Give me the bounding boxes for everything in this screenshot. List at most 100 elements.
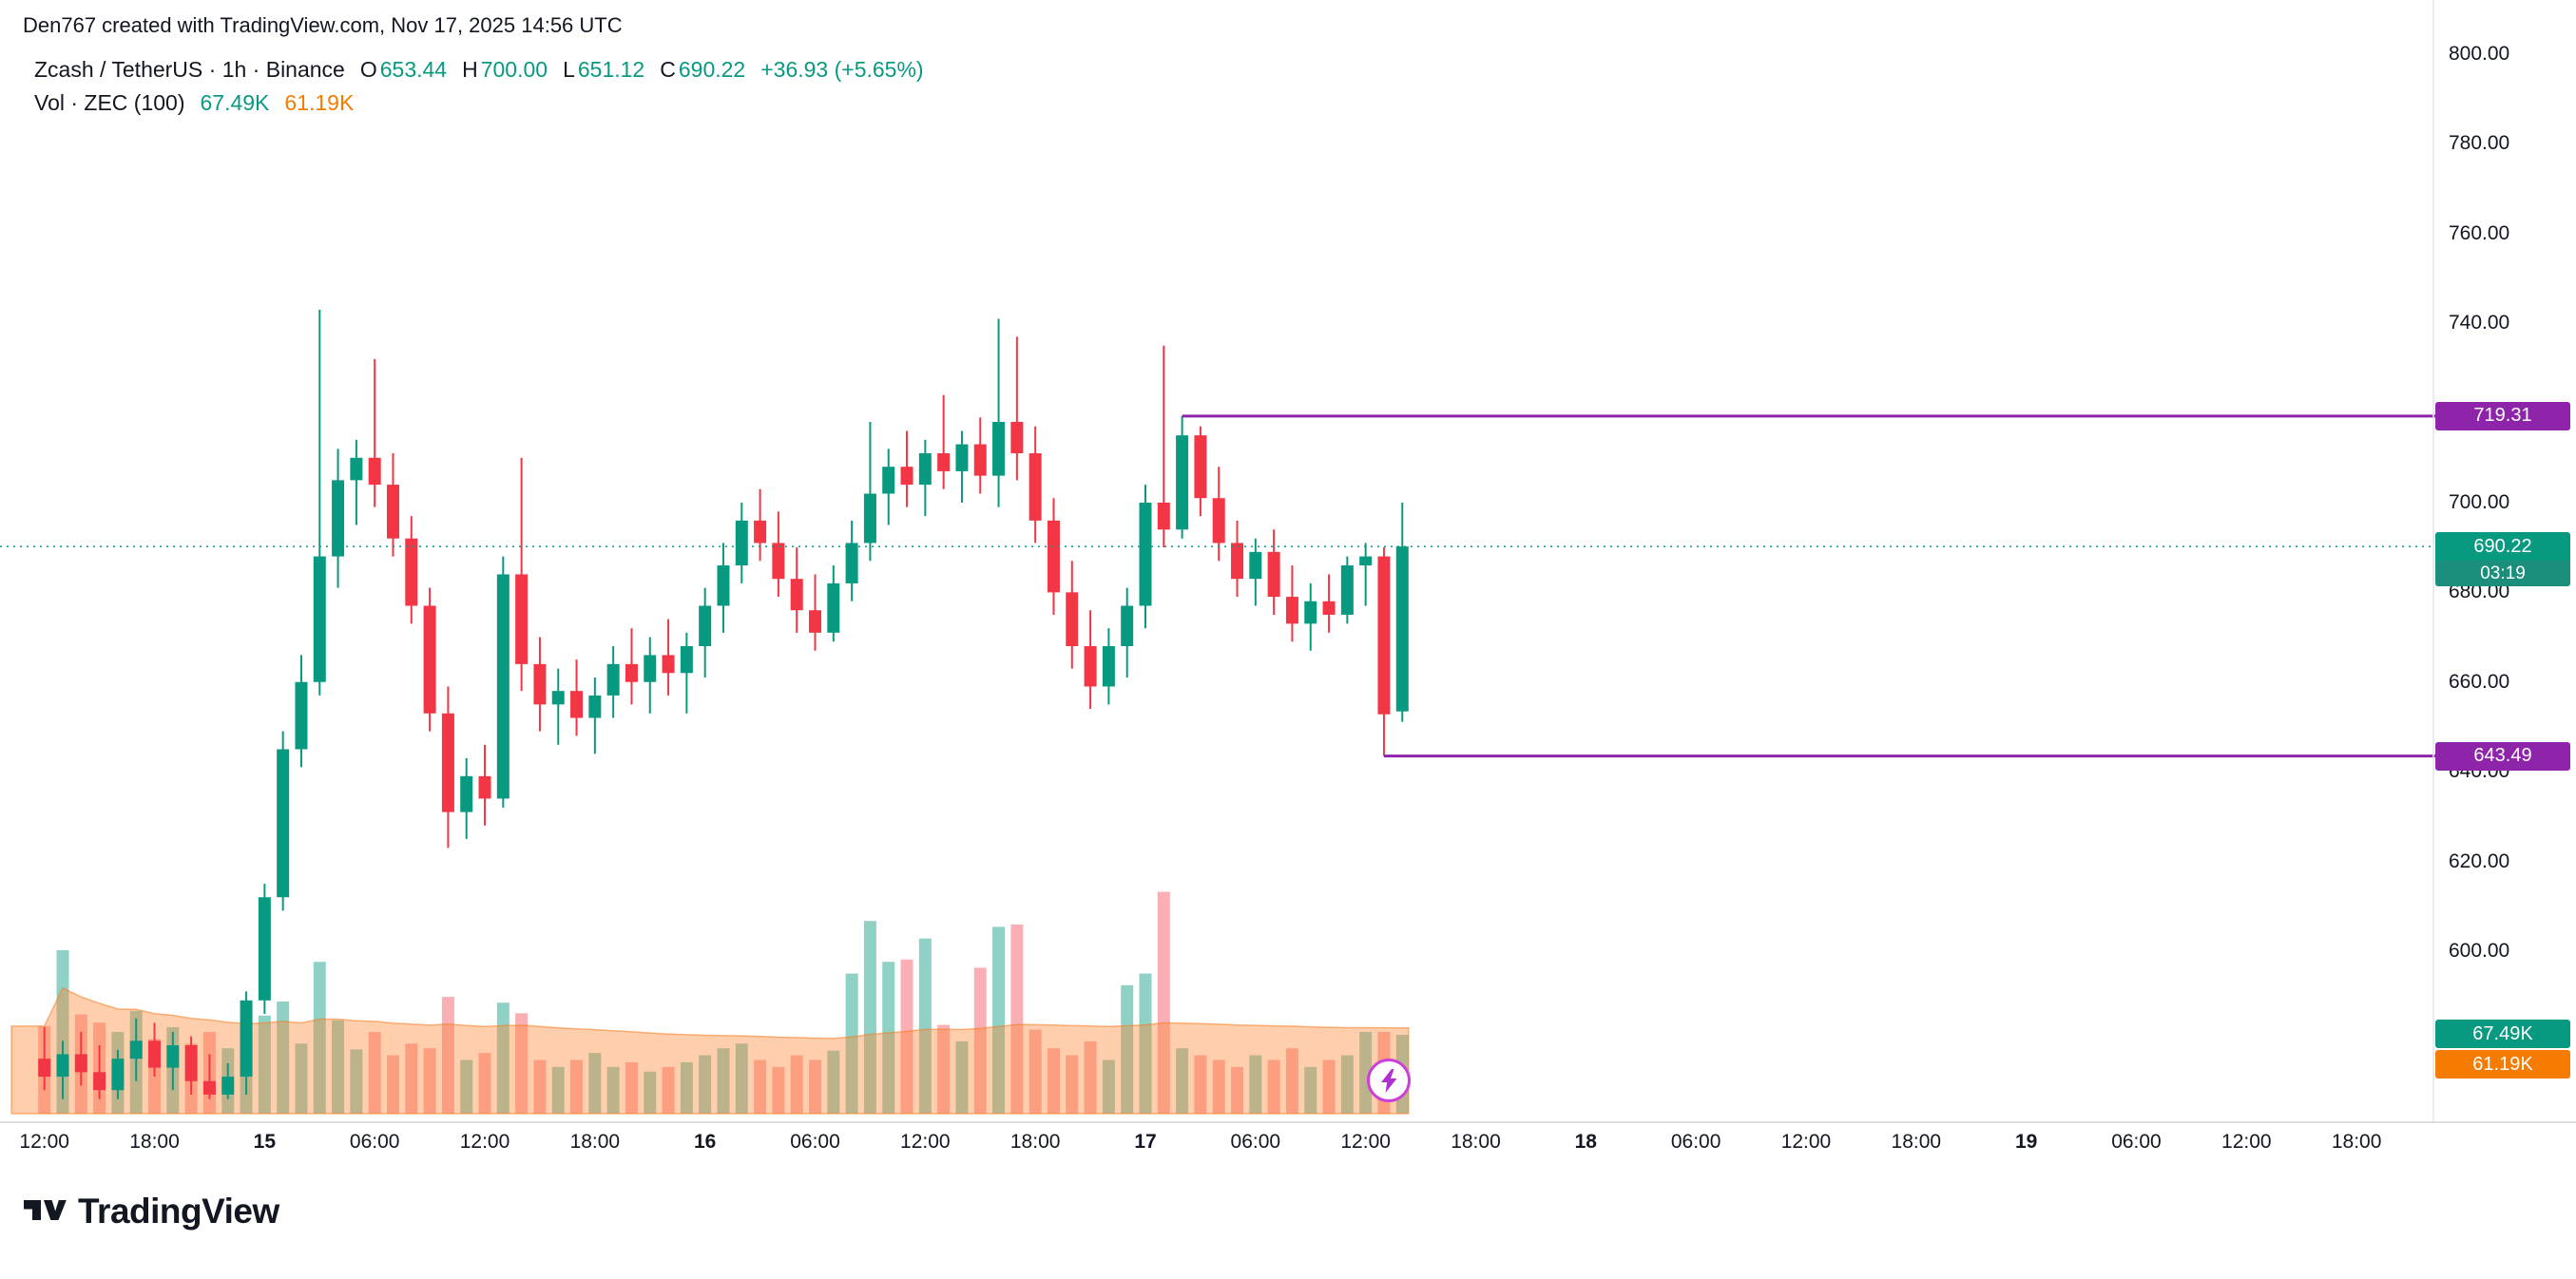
volume-bar	[332, 1020, 345, 1114]
candle-body	[1084, 645, 1097, 687]
volume-bar	[1102, 1059, 1115, 1114]
candle-body	[1377, 556, 1391, 715]
candle-body	[313, 556, 326, 682]
candle-body	[662, 655, 675, 674]
candle-body	[680, 645, 693, 674]
volume-bar	[1084, 1040, 1097, 1114]
candle-body	[56, 1054, 69, 1078]
volume-badge: 67.49K	[2435, 1020, 2570, 1048]
candle-body	[570, 691, 584, 718]
time-axis-label: 06:00	[1230, 1131, 1281, 1153]
footer-brand[interactable]: TradingView	[21, 1192, 279, 1231]
candle-body	[295, 681, 308, 750]
candle-body	[937, 453, 951, 471]
time-axis-day-label: 17	[1134, 1131, 1157, 1153]
time-axis[interactable]: 12:00 18:00 15 06:00 12:00 18:00 16 06:00 12:00 1…	[0, 1131, 2576, 1169]
volume-bar	[405, 1043, 418, 1114]
candle-body	[405, 538, 418, 606]
candle-body	[1395, 546, 1409, 712]
candle-body	[148, 1040, 162, 1068]
candle-body	[1102, 645, 1115, 687]
time-axis-label: 12:00	[1340, 1131, 1391, 1153]
volume-bar	[827, 1050, 840, 1114]
time-axis-label: 06:00	[2111, 1131, 2162, 1153]
candle-body	[350, 457, 363, 481]
time-axis-label: 12:00	[1780, 1131, 1832, 1153]
candle-body	[129, 1040, 143, 1059]
volume-ma-area	[10, 986, 1410, 1115]
last-price-value: 690.22	[2435, 532, 2570, 562]
bar-countdown: 03:19	[2435, 561, 2570, 587]
volume-bar	[680, 1061, 693, 1114]
volume-bar	[845, 973, 858, 1114]
time-axis-label: 12:00	[459, 1131, 510, 1153]
volume-ma-value: 61.19K	[284, 90, 355, 115]
volume-bar	[496, 1002, 509, 1114]
candle-body	[1066, 592, 1079, 646]
time-axis-label: 18:00	[1009, 1131, 1061, 1153]
volume-bar	[955, 1040, 969, 1114]
volume-bar	[937, 1024, 951, 1114]
candle-body	[1157, 502, 1170, 530]
symbol-title[interactable]: Zcash / TetherUS · 1h · Binance	[34, 57, 345, 82]
volume-bar	[478, 1053, 491, 1114]
candle-body	[735, 520, 748, 566]
open-value: O 653.44	[359, 57, 448, 82]
candle-body	[973, 444, 987, 476]
candle-body	[184, 1045, 198, 1081]
candle-body	[918, 453, 932, 486]
price-line-badge-upper[interactable]: 719.31	[2435, 401, 2570, 430]
volume-legend-row: Vol · ZEC (100) 67.49K 61.19K	[34, 86, 924, 120]
candle-body	[1285, 597, 1298, 624]
volume-bar	[992, 926, 1006, 1114]
candle-body	[258, 897, 271, 1001]
volume-bar	[772, 1066, 785, 1114]
time-axis-label: 18:00	[2331, 1131, 2382, 1153]
volume-bar	[350, 1049, 363, 1114]
volume-indicator-title[interactable]: Vol · ZEC (100)	[34, 90, 185, 115]
volume-bar	[460, 1059, 473, 1114]
volume-bar	[1047, 1048, 1060, 1114]
volume-bar	[882, 962, 895, 1114]
candle-body	[1121, 605, 1134, 646]
volume-bar	[1028, 1029, 1042, 1114]
candle-body	[441, 713, 454, 812]
volume-bar	[918, 938, 932, 1114]
candle-body	[478, 775, 491, 799]
pattern-detection-button[interactable]	[1367, 1059, 1411, 1102]
candlestick-series	[38, 310, 1409, 1099]
time-axis-label: 18:00	[129, 1131, 180, 1153]
volume-bar	[1121, 984, 1134, 1114]
volume-bar	[515, 1013, 529, 1114]
volume-bar	[1340, 1055, 1354, 1114]
candle-body	[827, 582, 840, 633]
volume-bar	[1194, 1055, 1207, 1114]
volume-current-value: 67.49K	[200, 90, 270, 115]
volume-bar	[277, 1002, 290, 1114]
volume-bar	[1139, 973, 1152, 1114]
volume-bar	[588, 1053, 602, 1114]
candle-body	[809, 610, 822, 633]
candle-body	[368, 457, 381, 486]
volume-bar	[644, 1071, 657, 1114]
candle-body	[111, 1059, 125, 1091]
volume-bar	[1157, 891, 1170, 1114]
volume-bar	[662, 1066, 675, 1114]
candle-body	[625, 663, 638, 682]
candle-body	[1249, 551, 1262, 580]
candle-body	[1010, 421, 1024, 454]
volume-bar	[1322, 1059, 1336, 1114]
volume-bar	[973, 967, 987, 1114]
candle-body	[202, 1080, 216, 1095]
change-value: +36.93 (+5.65%)	[760, 57, 924, 82]
volume-bar	[295, 1043, 308, 1114]
time-axis-label: 06:00	[790, 1131, 840, 1153]
candle-body	[1359, 556, 1373, 566]
candle-body	[1194, 435, 1207, 499]
volume-bar	[368, 1031, 381, 1114]
price-line-badge-lower[interactable]: 643.49	[2435, 741, 2570, 771]
volume-bar	[386, 1055, 399, 1114]
candle-body	[1231, 543, 1244, 580]
volume-bar	[1066, 1055, 1079, 1114]
